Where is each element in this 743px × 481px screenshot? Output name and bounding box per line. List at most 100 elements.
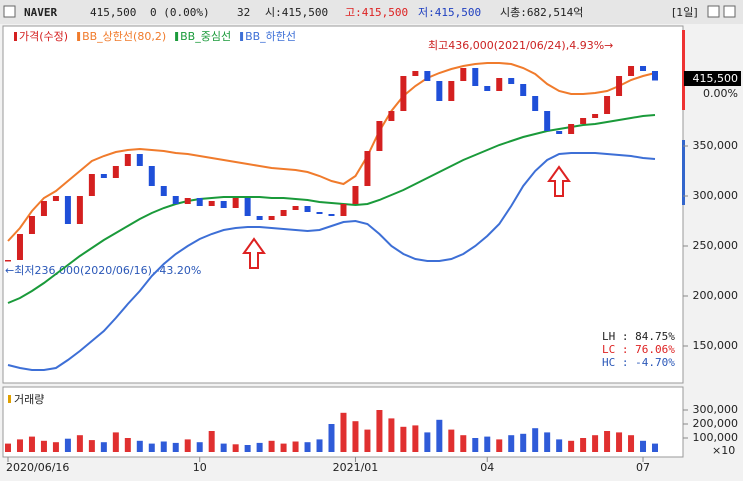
candle [508, 78, 515, 84]
candle [52, 196, 59, 201]
header-field: 415,500 [90, 6, 136, 19]
arrow-icon [242, 237, 266, 269]
volume-bar [628, 435, 635, 452]
candle [100, 174, 107, 178]
legend-label: BB_중심선 [180, 30, 231, 43]
button[interactable] [723, 5, 736, 18]
candle [640, 66, 647, 71]
candle [304, 206, 311, 212]
volume-bar [52, 442, 59, 452]
candle [652, 71, 658, 81]
volume-bar [388, 418, 395, 452]
volume-bar [160, 441, 167, 452]
candle [616, 76, 623, 96]
volume-bar [496, 439, 503, 452]
volume-bar [376, 410, 383, 452]
button[interactable] [707, 5, 720, 18]
candle [388, 111, 395, 121]
period[interactable]: [1일] [672, 5, 698, 19]
annotation: 최고436,000(2021/06/24),4.93%→ [428, 39, 613, 52]
volume-bar [5, 443, 11, 452]
volume-bar [400, 426, 407, 452]
volume-bar [40, 440, 47, 452]
volume-bar [520, 433, 527, 452]
candle [448, 81, 455, 101]
volume-bar [232, 444, 239, 452]
candle [40, 201, 47, 216]
candle [496, 78, 503, 91]
volume-bar [412, 425, 419, 452]
candle [544, 111, 551, 131]
candle [400, 76, 407, 111]
volume-bar [580, 438, 587, 452]
volume-bar [592, 435, 599, 452]
volume-bar [88, 440, 95, 452]
candle [460, 68, 467, 81]
volume-bar [196, 442, 203, 452]
volume-bar [76, 435, 83, 452]
band-line [7, 152, 656, 371]
annotation: ←최저236,000(2020/06/16),-43.20% [5, 264, 201, 277]
candle [556, 131, 563, 134]
legend-swatch [77, 32, 81, 41]
volume-bar [16, 439, 23, 452]
volume-bar [640, 440, 647, 452]
candle [196, 198, 203, 206]
candle [184, 198, 191, 204]
volume-bar [616, 432, 623, 452]
ticker: NAVER [24, 6, 57, 19]
volume-bar [220, 443, 227, 452]
volume-bar [328, 424, 335, 452]
volume-bar [352, 421, 359, 452]
volume-bar [112, 432, 119, 452]
volume-bar [28, 436, 35, 452]
volume-bar [280, 443, 287, 452]
candle [520, 84, 527, 96]
y-tick-label: 200,000 [693, 289, 739, 302]
y-tick-label: 100,000 [693, 431, 739, 444]
volume-bar [136, 440, 143, 452]
volume-bar [436, 419, 443, 452]
x-tick-label: 10 [193, 461, 207, 474]
candle [484, 86, 491, 91]
candle [208, 201, 215, 206]
candle [340, 204, 347, 216]
volume-bar [424, 432, 431, 452]
candle [280, 210, 287, 216]
volume-bar [508, 435, 515, 452]
volume-bar [460, 435, 467, 452]
header-field: 시총:682,514억 [500, 6, 583, 19]
y-tick-label: 300,000 [693, 189, 739, 202]
header-field: 32 [237, 6, 250, 19]
volume-bar [316, 439, 323, 452]
candle [532, 96, 539, 111]
price-strip [682, 30, 685, 110]
volume-bar [472, 438, 479, 452]
header-field: 고:415,500 [345, 6, 408, 19]
candle [316, 212, 323, 214]
candle [472, 68, 479, 86]
x-tick-label: 04 [480, 461, 494, 474]
candle [5, 260, 11, 262]
legend-label: BB_상한선(80,2) [82, 30, 166, 43]
candle [424, 71, 431, 81]
candle [16, 234, 23, 260]
candle [568, 124, 575, 134]
legend-swatch [8, 395, 11, 403]
candle [220, 201, 227, 208]
candle [160, 186, 167, 196]
candle [256, 216, 263, 220]
candle [244, 198, 251, 216]
candle [64, 196, 71, 224]
volume-bar [484, 436, 491, 452]
current-price: 415,500 [693, 72, 739, 85]
volume-bar [268, 440, 275, 452]
volume-bar [148, 443, 155, 452]
volume-bar [256, 442, 263, 452]
volume-unit: ×10 [712, 444, 735, 457]
candle [232, 198, 239, 208]
checkbox[interactable] [3, 5, 16, 18]
candle [592, 114, 599, 118]
volume-bar [340, 412, 347, 452]
